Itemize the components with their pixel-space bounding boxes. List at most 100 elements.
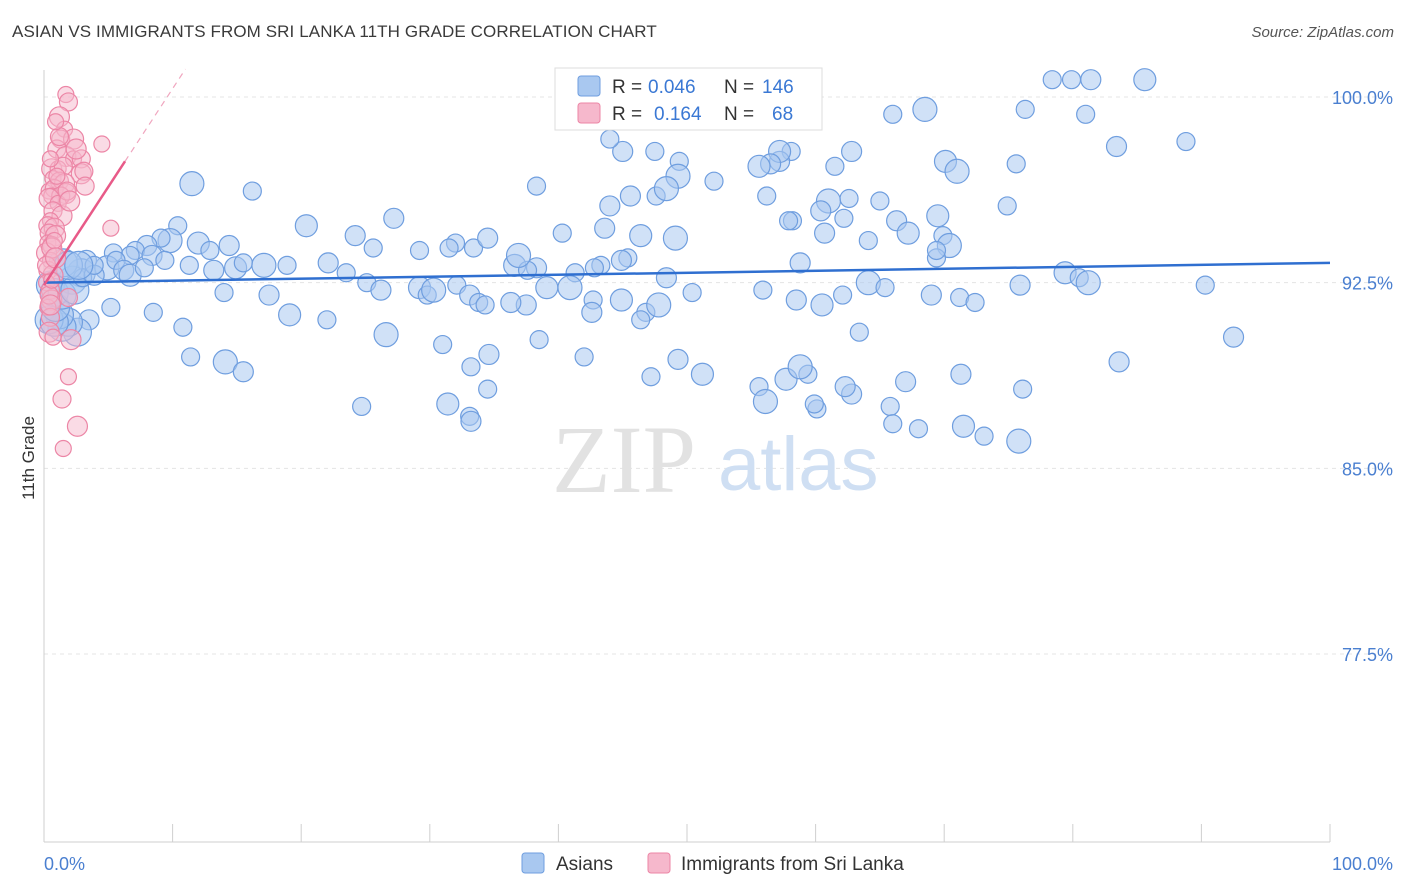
y-axis-title: 11th Grade xyxy=(19,416,38,500)
asian-point xyxy=(883,104,903,124)
asian-point xyxy=(641,367,661,387)
asian-point xyxy=(173,317,193,337)
srilanka-point xyxy=(52,389,72,409)
asian-point xyxy=(383,207,405,229)
asian-point xyxy=(646,292,672,318)
asian-trend-line xyxy=(43,261,1331,284)
series-legend: Asians Immigrants from Sri Lanka xyxy=(521,852,904,875)
asian-point xyxy=(475,295,495,315)
asian-point xyxy=(421,277,447,303)
legend-swatch-asian xyxy=(577,75,601,97)
x-tick-label-max: 100.0% xyxy=(1332,854,1393,874)
asian-point xyxy=(1006,154,1026,174)
asian-point xyxy=(460,410,482,432)
asian-point xyxy=(500,291,522,314)
asian-point xyxy=(1061,70,1082,90)
legend-r-label-srilanka: R = xyxy=(612,104,642,125)
srilanka-point xyxy=(54,439,72,458)
asian-point xyxy=(1075,270,1101,296)
asian-point xyxy=(789,252,811,274)
asian-point xyxy=(870,191,890,211)
asian-point xyxy=(785,289,807,311)
asian-point xyxy=(757,186,777,206)
asian-point xyxy=(912,96,938,122)
asian-point xyxy=(804,394,824,414)
legend-r-value-asian: 0.046 xyxy=(648,77,696,98)
series-legend-swatch-asian xyxy=(521,852,545,874)
asian-point xyxy=(64,250,94,280)
asian-point xyxy=(181,347,201,367)
asian-point xyxy=(529,330,549,350)
asian-point xyxy=(880,396,900,417)
asian-point xyxy=(317,252,339,274)
legend-n-label-srilanka: N = xyxy=(724,104,754,125)
asian-point xyxy=(883,414,903,434)
asian-point xyxy=(439,238,459,258)
asian-point xyxy=(600,129,620,149)
asian-point xyxy=(631,310,651,330)
y-tick-label: 92.5% xyxy=(1342,274,1393,294)
asian-point xyxy=(535,276,559,300)
asian-point xyxy=(896,221,920,245)
srilanka-points xyxy=(35,85,120,458)
asian-point xyxy=(1108,351,1130,373)
asian-point xyxy=(1042,70,1062,90)
asian-point xyxy=(787,354,813,380)
asian-point xyxy=(370,279,392,301)
asian-point xyxy=(352,396,372,417)
asian-point xyxy=(574,347,594,367)
asian-point xyxy=(478,379,498,399)
asian-point xyxy=(997,196,1017,216)
srilanka-trend-line xyxy=(42,160,127,286)
asian-point xyxy=(645,141,665,162)
asian-point xyxy=(814,222,836,244)
asian-point xyxy=(179,255,199,275)
asian-point xyxy=(834,376,856,398)
asian-point xyxy=(463,238,484,258)
asian-point xyxy=(1080,69,1102,91)
y-tick-label: 77.5% xyxy=(1342,645,1393,665)
asian-point xyxy=(849,322,869,342)
asian-point xyxy=(895,371,917,393)
asian-point xyxy=(1076,104,1096,124)
srilanka-point xyxy=(58,92,79,112)
srilanka-point xyxy=(59,368,78,386)
asian-point xyxy=(825,156,845,176)
asian-point xyxy=(155,250,175,270)
series-legend-swatch-srilanka xyxy=(647,852,671,874)
legend-n-label-asian: N = xyxy=(724,77,754,98)
srilanka-point xyxy=(41,150,60,168)
asian-point xyxy=(218,234,240,257)
watermark-zip: ZIP xyxy=(552,406,696,513)
asian-point xyxy=(920,284,942,306)
asian-point xyxy=(373,322,399,348)
asian-point xyxy=(505,242,532,269)
asian-point xyxy=(653,175,680,202)
asian-point xyxy=(258,284,280,306)
asian-point xyxy=(557,275,583,301)
asian-point xyxy=(101,297,121,318)
asian-point xyxy=(526,176,547,196)
asian-point xyxy=(667,348,689,371)
y-tick-label: 100.0% xyxy=(1332,88,1393,108)
asian-point xyxy=(944,158,970,184)
srilanka-point xyxy=(46,113,65,131)
asian-point xyxy=(612,140,634,163)
srilanka-point xyxy=(48,167,66,185)
asian-point xyxy=(461,357,481,377)
asian-point xyxy=(433,334,453,355)
srilanka-point xyxy=(93,135,111,153)
asian-point xyxy=(1013,379,1033,399)
asian-points xyxy=(34,68,1245,454)
asian-point xyxy=(594,217,616,239)
asian-point xyxy=(752,388,779,415)
asian-point xyxy=(841,140,863,163)
asian-point xyxy=(834,208,854,228)
srilanka-point xyxy=(49,127,70,147)
asian-point xyxy=(965,292,985,313)
asian-point xyxy=(212,349,238,375)
asian-point xyxy=(950,363,972,385)
legend-r-label-asian: R = xyxy=(612,77,642,98)
asian-point xyxy=(609,288,634,312)
asian-point xyxy=(233,253,253,273)
